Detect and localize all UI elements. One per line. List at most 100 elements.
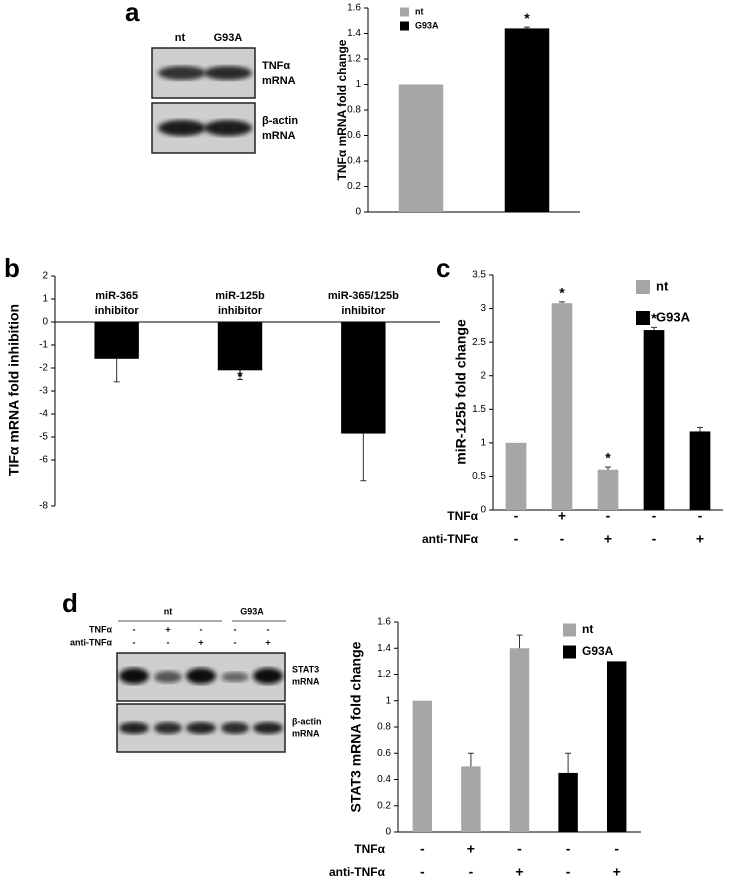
- y-tick-label: 0: [480, 505, 486, 516]
- y-tick-label: -1: [39, 340, 48, 351]
- y-tick-label: 0.8: [377, 722, 391, 733]
- gel-condition-sign: -: [234, 637, 237, 647]
- gel-band: [119, 722, 149, 734]
- gel-condition-sign: +: [165, 624, 170, 634]
- condition-name: TNFα: [447, 509, 478, 523]
- condition-sign: -: [469, 864, 474, 880]
- gel-band: [154, 722, 182, 734]
- y-tick-label: 3: [480, 303, 486, 314]
- legend-label: nt: [656, 278, 669, 293]
- gel-band: [204, 66, 252, 80]
- significance-mark: *: [559, 285, 565, 301]
- bar: [597, 469, 619, 510]
- legend-swatch: [400, 21, 409, 31]
- bar: [504, 28, 550, 213]
- condition-sign: +: [604, 531, 612, 547]
- bar: [606, 661, 627, 832]
- legend-swatch: [563, 623, 576, 637]
- condition-sign: -: [698, 508, 703, 524]
- y-tick-label: 0.4: [347, 156, 361, 167]
- y-tick-label: 1.4: [377, 643, 391, 654]
- panel-label: b: [4, 253, 20, 283]
- gel-band: [253, 668, 283, 684]
- gel-condition-sign: -: [200, 624, 203, 634]
- condition-sign: -: [652, 508, 657, 524]
- y-axis-label: TIFα mRNA fold inhibition: [6, 304, 22, 476]
- y-tick-label: 1: [42, 294, 48, 305]
- gel-group-label: G93A: [240, 606, 264, 616]
- gel-condition-sign: +: [265, 637, 270, 647]
- gel-condition-sign: -: [234, 624, 237, 634]
- gel-condition-name: anti-TNFα: [70, 637, 112, 647]
- y-tick-label: 0.2: [347, 181, 361, 192]
- bar: [341, 322, 386, 434]
- significance-mark: *: [651, 310, 657, 326]
- gel-lane-label: nt: [175, 32, 186, 44]
- bar: [94, 322, 139, 359]
- gel-lane-label: G93A: [214, 32, 243, 44]
- y-tick-label: -3: [39, 386, 48, 397]
- legend-label: G93A: [656, 309, 691, 324]
- y-tick-label: 1.6: [377, 617, 391, 628]
- significance-mark: *: [237, 368, 243, 384]
- legend-swatch: [636, 311, 650, 325]
- condition-name: anti-TNFα: [422, 532, 479, 546]
- condition-sign: +: [558, 508, 566, 524]
- condition-sign: +: [613, 864, 621, 880]
- x-tick-label: inhibitor: [218, 305, 263, 317]
- y-tick-label: 1: [480, 437, 486, 448]
- y-tick-label: 0: [355, 207, 361, 218]
- condition-sign: -: [652, 531, 657, 547]
- y-tick-label: 0.8: [347, 105, 361, 116]
- bar: [505, 442, 527, 510]
- gel-d: [116, 652, 286, 753]
- gel-band: [221, 722, 249, 734]
- gel-band: [119, 668, 149, 684]
- condition-sign: -: [514, 508, 519, 524]
- condition-sign: -: [614, 841, 619, 857]
- x-tick-label: miR-125b: [215, 290, 265, 302]
- bar: [689, 431, 711, 510]
- bar: [558, 772, 578, 832]
- bar: [643, 330, 665, 510]
- bar: [509, 648, 530, 832]
- condition-name: TNFα: [354, 842, 385, 856]
- y-tick-label: 0.4: [377, 774, 391, 785]
- y-tick-label: 1.4: [347, 28, 361, 39]
- y-tick-label: 2: [480, 370, 486, 381]
- y-tick-label: 0: [42, 317, 48, 328]
- y-tick-label: -4: [39, 409, 48, 420]
- significance-mark: *: [524, 10, 530, 26]
- legend-swatch: [563, 645, 576, 659]
- gel-row-label: β-actin: [262, 115, 298, 127]
- y-tick-label: 0.6: [377, 748, 391, 759]
- condition-sign: +: [515, 864, 523, 880]
- legend-label: nt: [582, 622, 593, 636]
- gel-condition-sign: -: [133, 624, 136, 634]
- legend-swatch: [400, 7, 409, 17]
- y-tick-label: 1.2: [347, 54, 361, 65]
- bar: [398, 84, 444, 212]
- condition-sign: +: [467, 841, 475, 857]
- panel-label: c: [436, 253, 450, 283]
- significance-mark: *: [605, 450, 611, 466]
- gel-band: [186, 722, 216, 734]
- condition-sign: -: [420, 864, 425, 880]
- y-tick-label: 1.6: [347, 3, 361, 14]
- panel-label: d: [62, 588, 78, 618]
- condition-sign: -: [606, 508, 611, 524]
- x-tick-label: inhibitor: [95, 305, 140, 317]
- legend-label: G93A: [415, 20, 439, 30]
- gel-condition-sign: +: [198, 637, 203, 647]
- y-tick-label: 3.5: [472, 270, 486, 281]
- y-tick-label: 1.5: [472, 404, 486, 415]
- y-tick-label: 1: [355, 79, 361, 90]
- legend-label: G93A: [582, 644, 614, 658]
- gel-row-label: mRNA: [292, 728, 320, 738]
- y-tick-label: -6: [39, 455, 48, 466]
- panel-label: a: [125, 0, 140, 27]
- condition-sign: -: [517, 841, 522, 857]
- gel-band: [154, 671, 182, 683]
- x-tick-label: miR-365/125b: [328, 290, 399, 302]
- bar: [551, 303, 573, 510]
